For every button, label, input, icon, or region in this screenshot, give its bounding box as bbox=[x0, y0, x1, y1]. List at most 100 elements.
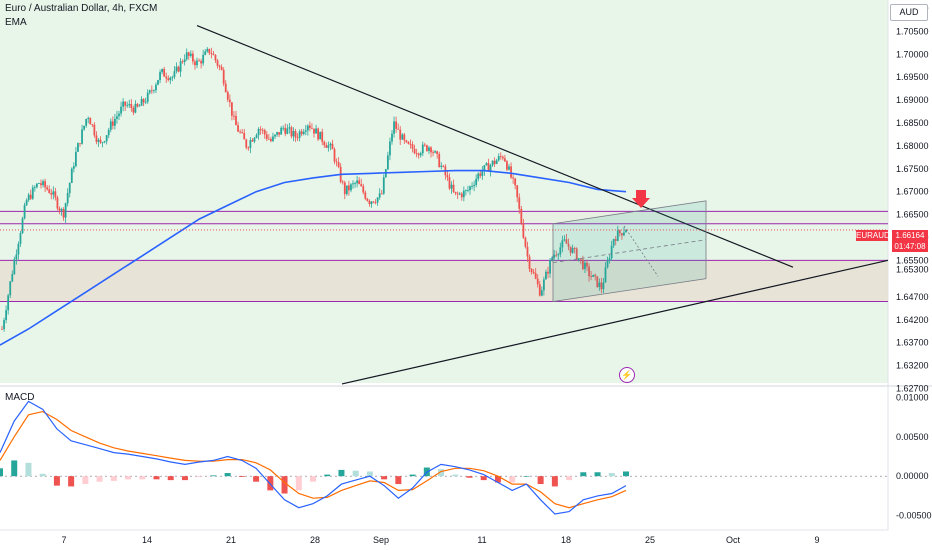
macd-signal-line bbox=[0, 410, 627, 509]
macd-histogram-bar bbox=[167, 476, 174, 481]
candle-body bbox=[347, 185, 350, 191]
candle-body bbox=[19, 233, 22, 244]
candle-body bbox=[120, 106, 122, 114]
candle-body bbox=[491, 160, 494, 166]
candle-body bbox=[452, 184, 455, 192]
candle-body bbox=[46, 187, 49, 190]
candle-body bbox=[185, 52, 188, 60]
price-axis-tick: 1.62700 bbox=[896, 383, 929, 393]
candle-body bbox=[196, 60, 198, 66]
candle-body bbox=[214, 55, 217, 61]
candle-body bbox=[467, 190, 469, 191]
candle-body bbox=[74, 151, 77, 167]
candle-body bbox=[79, 143, 81, 144]
candle-body bbox=[323, 141, 326, 146]
candle-body bbox=[101, 142, 104, 144]
candle-body bbox=[222, 69, 225, 84]
macd-histogram-bar bbox=[110, 476, 117, 481]
candle-body bbox=[216, 60, 219, 66]
candle-body bbox=[157, 80, 159, 85]
macd-histogram-bar bbox=[238, 476, 245, 477]
candle-body bbox=[584, 262, 586, 270]
price-axis-tick: 1.65500 bbox=[896, 255, 929, 265]
candle-body bbox=[362, 186, 365, 193]
macd-histogram-bar bbox=[551, 476, 558, 487]
candle-body bbox=[512, 177, 515, 179]
candle-body bbox=[97, 139, 100, 142]
candle-body bbox=[126, 105, 129, 107]
candle-body bbox=[600, 282, 603, 290]
candle-body bbox=[596, 276, 599, 287]
candle-body bbox=[189, 53, 192, 56]
price-axis-tick: 1.67500 bbox=[896, 164, 929, 174]
candle-body bbox=[586, 262, 588, 267]
macd-histogram-bar bbox=[68, 476, 75, 487]
candle-body bbox=[487, 163, 490, 172]
currency-selector[interactable]: AUD bbox=[890, 4, 928, 21]
candle-body bbox=[545, 271, 547, 280]
time-axis-tick: 25 bbox=[645, 535, 655, 545]
candle-body bbox=[42, 181, 44, 186]
candle-body bbox=[345, 185, 348, 195]
candle-body bbox=[113, 118, 116, 126]
candle-body bbox=[249, 140, 252, 148]
candle-body bbox=[274, 134, 276, 137]
time-axis-tick: 14 bbox=[142, 535, 152, 545]
candle-body bbox=[432, 152, 434, 154]
candle-body bbox=[364, 192, 367, 199]
bar-countdown: 01:47:08 bbox=[892, 241, 928, 252]
candle-body bbox=[343, 182, 346, 195]
candle-body bbox=[325, 145, 328, 148]
price-axis-tick: 1.70500 bbox=[896, 26, 929, 36]
macd-histogram-bar bbox=[438, 469, 445, 477]
candle-body bbox=[592, 274, 595, 277]
price-axis-tick: 1.64200 bbox=[896, 315, 929, 325]
candle-body bbox=[290, 127, 293, 137]
candle-body bbox=[111, 121, 114, 126]
macd-histogram-bar bbox=[566, 476, 573, 481]
candle-body bbox=[27, 194, 30, 201]
ema-indicator-label[interactable]: EMA bbox=[5, 17, 27, 28]
candle-body bbox=[278, 132, 281, 135]
macd-histogram-bar bbox=[125, 476, 132, 480]
macd-histogram-bar bbox=[210, 475, 217, 477]
candle-body bbox=[132, 107, 135, 113]
candle-body bbox=[573, 248, 576, 249]
candle-body bbox=[62, 209, 65, 218]
candle-body bbox=[567, 243, 570, 247]
candle-body bbox=[475, 178, 478, 185]
candle-body bbox=[235, 115, 237, 126]
candle-body bbox=[350, 184, 352, 191]
candle-body bbox=[594, 274, 597, 277]
candle-body bbox=[421, 144, 424, 154]
macd-histogram-bar bbox=[82, 476, 89, 485]
lightning-icon[interactable]: ⚡ bbox=[619, 367, 635, 383]
candle-body bbox=[428, 147, 430, 151]
candle-body bbox=[122, 101, 125, 107]
candle-body bbox=[620, 233, 623, 236]
candle-body bbox=[72, 166, 75, 169]
candle-body bbox=[376, 197, 379, 203]
candle-body bbox=[247, 147, 250, 149]
candle-body bbox=[401, 134, 404, 140]
candle-body bbox=[263, 130, 266, 135]
candle-body bbox=[66, 193, 69, 204]
macd-histogram-bar bbox=[480, 476, 487, 481]
macd-indicator-label[interactable]: MACD bbox=[5, 392, 35, 403]
candle-body bbox=[571, 248, 574, 253]
candle-body bbox=[559, 247, 562, 255]
candle-body bbox=[169, 77, 172, 81]
candle-body bbox=[52, 191, 55, 195]
candle-body bbox=[458, 193, 461, 195]
candle-body bbox=[520, 208, 523, 224]
macd-axis-tick: 0.01000 bbox=[896, 392, 929, 402]
ema-line bbox=[0, 169, 627, 346]
time-axis-tick: 9 bbox=[814, 535, 819, 545]
candle-body bbox=[335, 161, 338, 163]
candle-body bbox=[397, 128, 400, 130]
candle-body bbox=[288, 127, 291, 129]
candle-body bbox=[430, 147, 432, 153]
macd-histogram-bar bbox=[39, 473, 46, 477]
candle-body bbox=[315, 128, 317, 134]
